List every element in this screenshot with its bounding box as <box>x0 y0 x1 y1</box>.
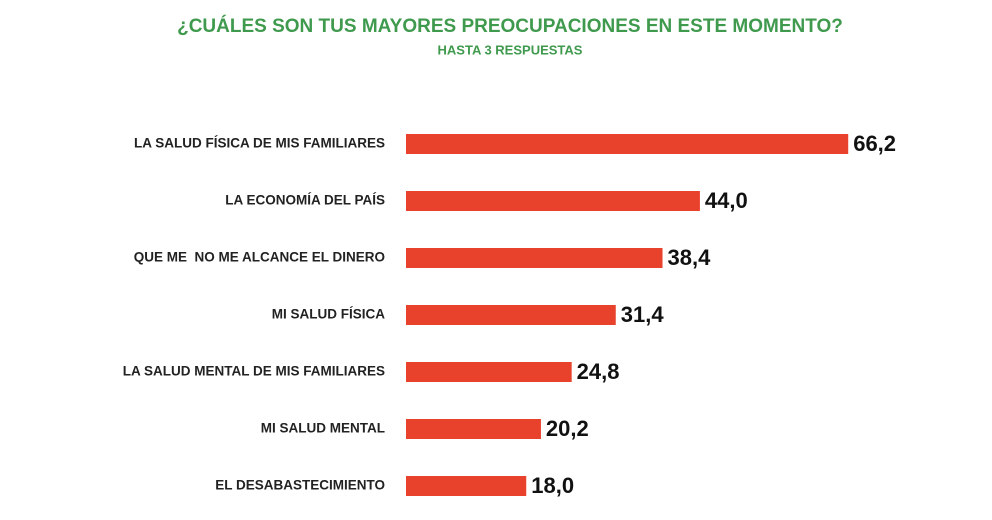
category-label: QUE ME NO ME ALCANCE EL DINERO <box>134 250 385 265</box>
value-label: 38,4 <box>668 245 712 270</box>
chart-title: ¿CUÁLES SON TUS MAYORES PREOCUPACIONES E… <box>177 15 843 37</box>
category-label: LA SALUD FÍSICA DE MIS FAMILIARES <box>134 136 385 151</box>
value-label: 31,4 <box>621 302 665 327</box>
bar <box>406 305 616 325</box>
value-label: 24,8 <box>577 359 620 384</box>
bar <box>406 476 527 496</box>
bar <box>406 248 663 268</box>
category-label: MI SALUD FÍSICA <box>272 307 385 322</box>
value-label: 18,0 <box>531 473 574 498</box>
chart-subtitle: HASTA 3 RESPUESTAS <box>438 42 583 57</box>
category-label: MI SALUD MENTAL <box>261 421 385 436</box>
bar <box>406 419 541 439</box>
category-label: LA ECONOMÍA DEL PAÍS <box>225 193 385 208</box>
bar <box>406 134 849 154</box>
value-label: 44,0 <box>705 188 748 213</box>
bar <box>406 362 572 382</box>
bar <box>406 191 700 211</box>
value-label: 66,2 <box>853 131 896 156</box>
category-label: EL DESABASTECIMIENTO <box>215 478 385 493</box>
category-label: LA SALUD MENTAL DE MIS FAMILIARES <box>123 364 385 379</box>
value-label: 20,2 <box>546 416 589 441</box>
